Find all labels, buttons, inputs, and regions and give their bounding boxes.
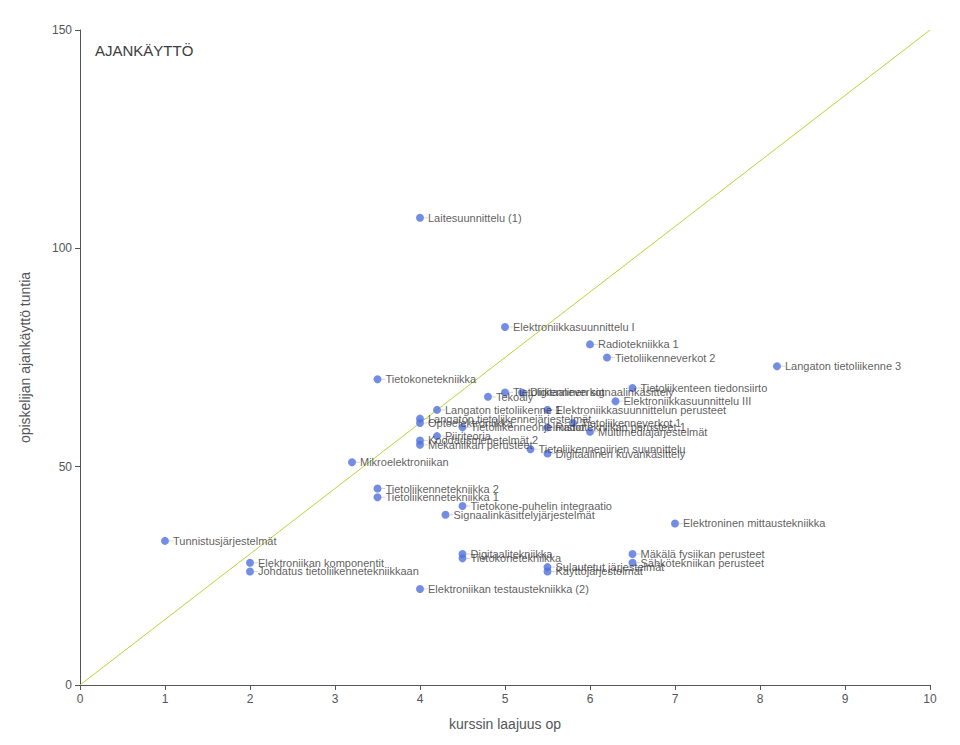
svg-text:3: 3 xyxy=(332,692,339,706)
svg-text:Tietoliikenneverkot 2: Tietoliikenneverkot 2 xyxy=(615,352,715,364)
svg-text:Elektroniikan komponentit: Elektroniikan komponentit xyxy=(258,556,384,569)
svg-text:Elektroniikkasuunnittelu III: Elektroniikkasuunnittelu III xyxy=(623,395,752,408)
svg-text:Mikroelektroniikan: Mikroelektroniikan xyxy=(360,456,449,468)
svg-text:Tietoliikenteen tiedonsiirto: Tietoliikenteen tiedonsiirto xyxy=(640,382,768,395)
svg-text:Elektroniikan testaustekniikka: Elektroniikan testaustekniikka (2) xyxy=(428,583,589,595)
svg-text:Langaton tietoliikenne 1: Langaton tietoliikenne 1 xyxy=(445,403,562,416)
svg-text:Elektroniikkasuunnittelu I: Elektroniikkasuunnittelu I xyxy=(513,321,635,333)
svg-text:Radiotekniikka 1: Radiotekniikka 1 xyxy=(598,338,679,350)
svg-text:Digitaalinen kuvankäsittely: Digitaalinen kuvankäsittely xyxy=(556,448,686,460)
svg-text:Elektroninen mittaustekniikka: Elektroninen mittaustekniikka xyxy=(683,517,826,529)
svg-text:7: 7 xyxy=(672,692,679,706)
svg-text:Tietoliikennetekniikka 2: Tietoliikennetekniikka 2 xyxy=(385,482,499,495)
svg-text:2: 2 xyxy=(247,692,254,706)
svg-text:Mäkälä fysiikan perusteet: Mäkälä fysiikan perusteet xyxy=(640,548,765,560)
svg-text:Multimediajärjestelmät: Multimediajärjestelmät xyxy=(598,426,707,438)
svg-text:9: 9 xyxy=(842,692,849,706)
svg-text:50: 50 xyxy=(59,460,73,474)
svg-text:Tietoliikennetekniikka 1: Tietoliikennetekniikka 1 xyxy=(385,491,499,504)
svg-text:Sähkötekniikan perusteet: Sähkötekniikan perusteet xyxy=(640,556,764,569)
svg-text:Signaalinkäsittelyjärjestelmät: Signaalinkäsittelyjärjestelmät xyxy=(454,509,595,521)
svg-text:opiskelijan ajankäyttö tuntia: opiskelijan ajankäyttö tuntia xyxy=(17,272,33,443)
svg-text:Laitesuunnittelu (1): Laitesuunnittelu (1) xyxy=(428,212,522,224)
svg-text:Johdatus tietoliikennetekniikk: Johdatus tietoliikennetekniikkaan xyxy=(258,565,419,577)
svg-text:Digitaalinen signaalinkäsittel: Digitaalinen signaalinkäsittely xyxy=(530,386,674,399)
svg-text:6: 6 xyxy=(587,692,594,706)
svg-text:Elektroniikkasuunnittelun peru: Elektroniikkasuunnittelun perusteet xyxy=(555,403,727,416)
svg-text:0: 0 xyxy=(65,678,72,692)
svg-text:10: 10 xyxy=(923,692,937,706)
svg-text:150: 150 xyxy=(52,23,72,37)
svg-text:Tietokone-puhelin integraatio: Tietokone-puhelin integraatio xyxy=(470,500,612,512)
svg-text:Langaton tietoliikenne 3: Langaton tietoliikenne 3 xyxy=(785,360,901,372)
svg-text:4: 4 xyxy=(417,692,424,706)
svg-text:kurssin laajuus op: kurssin laajuus op xyxy=(449,716,561,732)
svg-text:100: 100 xyxy=(52,241,72,255)
svg-text:AJANKÄYTTÖ: AJANKÄYTTÖ xyxy=(95,42,193,59)
svg-text:1: 1 xyxy=(162,692,169,706)
svg-text:8: 8 xyxy=(757,692,764,706)
svg-text:0: 0 xyxy=(77,692,84,706)
svg-text:Mekaniikan perusteet: Mekaniikan perusteet xyxy=(428,439,533,451)
svg-text:Tietokonetekniikka: Tietokonetekniikka xyxy=(471,552,563,564)
svg-text:5: 5 xyxy=(502,692,509,706)
svg-text:Käyttöjärjestelmät: Käyttöjärjestelmät xyxy=(556,565,643,577)
svg-text:Tietokonetekniikka: Tietokonetekniikka xyxy=(386,373,478,385)
svg-text:Tunnistusjärjestelmät: Tunnistusjärjestelmät xyxy=(173,535,277,547)
svg-text:Tekoaly: Tekoaly xyxy=(496,391,534,403)
